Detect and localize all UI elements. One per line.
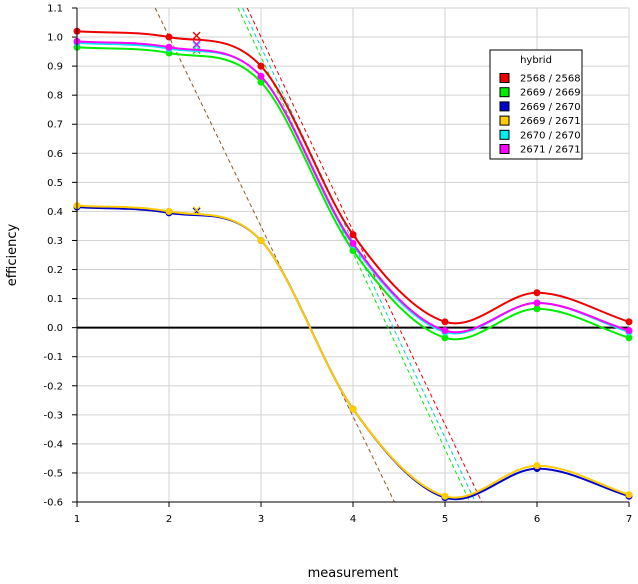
legend-swatch [499, 87, 510, 98]
legend-entry: 2669 / 2670 [499, 101, 581, 113]
legend-label: 2669 / 2671 [520, 116, 581, 127]
y-tick-label: 0.6 [47, 149, 63, 160]
data-point [533, 299, 541, 307]
data-point [625, 327, 633, 335]
legend-entry: 2669 / 2671 [499, 115, 581, 127]
y-tick-label: 0.4 [47, 207, 63, 218]
legend: hybrid 2568 / 2568 2669 / 2669 2669 / 2670… [489, 49, 583, 160]
legend-swatch [499, 73, 510, 83]
legend-swatch [499, 144, 510, 154]
y-tick-label: -0.3 [43, 410, 63, 421]
dashed-fit-line [242, 7, 476, 503]
legend-entry: 2670 / 2670 [499, 129, 581, 141]
y-axis-title: efficiency [5, 223, 20, 286]
cross-marker [192, 205, 201, 214]
y-tick-label: 0.1 [47, 294, 63, 305]
legend-entry: 2669 / 2669 [499, 87, 581, 99]
series [73, 202, 633, 500]
y-tick-label: -0.6 [43, 498, 63, 509]
data-point [625, 318, 633, 326]
data-point [165, 43, 173, 51]
axes: -0.6 -0.5 -0.4 -0.3 -0.2 -0.1 0.0 0.1 0.2 0.3 0.4 0… [43, 4, 632, 526]
legend-entry: 2671 / 2671 [499, 144, 581, 156]
x-tick-label: 7 [626, 514, 632, 525]
y-tick-label: -0.1 [43, 352, 63, 363]
y-tick-label: 0.9 [47, 62, 63, 73]
series [73, 27, 633, 326]
data-point [257, 72, 265, 80]
y-tick-label: -0.5 [43, 468, 63, 479]
legend-items: 2568 / 2568 2669 / 2669 2669 / 2670 2669 / … [499, 73, 581, 156]
y-tick-label: 0.7 [47, 120, 63, 131]
data-point [441, 334, 449, 342]
dashed-fit-line [246, 7, 483, 503]
legend-entry: 2568 / 2568 [499, 73, 581, 85]
data-point [625, 491, 633, 499]
data-point [533, 462, 541, 470]
x-tick-label: 4 [350, 514, 356, 525]
legend-label: 2568 / 2568 [520, 74, 581, 85]
legend-label: 2670 / 2670 [520, 130, 581, 141]
x-axis-title: measurement [308, 566, 399, 581]
data-point [257, 236, 265, 244]
legend-swatch [499, 129, 510, 140]
y-tick-label: 1.1 [47, 4, 63, 15]
y-tick-label: 0.8 [47, 91, 63, 102]
y-tick-label: -0.2 [43, 381, 63, 392]
x-tick-label: 5 [442, 514, 448, 525]
data-point [441, 492, 449, 500]
legend-swatch [499, 101, 510, 112]
data-point [441, 318, 449, 326]
data-point [165, 207, 173, 215]
cross-marker [192, 41, 201, 50]
data-point [349, 231, 357, 239]
y-tick-label: 1.0 [47, 33, 63, 44]
legend-swatch [499, 115, 510, 126]
x-tick-label: 1 [74, 514, 80, 525]
legend-label: 2669 / 2669 [520, 88, 581, 99]
y-tick-label: -0.4 [43, 439, 63, 450]
y-tick-label: 0.3 [47, 236, 63, 247]
data-point [257, 78, 265, 86]
y-tick-label: 0.0 [47, 323, 63, 334]
dashed-fit-lines [154, 7, 483, 503]
data-point [533, 289, 541, 297]
cross-marker [192, 40, 201, 49]
x-tick-label: 2 [166, 514, 172, 525]
dashed-fit-line [154, 7, 395, 503]
data-point [257, 62, 265, 70]
data-point [349, 405, 357, 413]
x-tick-label: 6 [534, 514, 540, 525]
series-lines [73, 27, 633, 502]
legend-label: 2669 / 2670 [520, 102, 581, 113]
data-point [349, 239, 357, 247]
cross-marker [192, 31, 201, 40]
data-point [165, 33, 173, 41]
legend-title: hybrid [520, 55, 552, 66]
data-point [533, 305, 541, 313]
x-tick-label: 3 [258, 514, 264, 525]
y-tick-label: 0.2 [47, 265, 63, 276]
data-point [441, 327, 449, 335]
y-tick-label: 0.5 [47, 178, 63, 189]
legend-label: 2671 / 2671 [520, 145, 581, 156]
data-point [625, 334, 633, 342]
